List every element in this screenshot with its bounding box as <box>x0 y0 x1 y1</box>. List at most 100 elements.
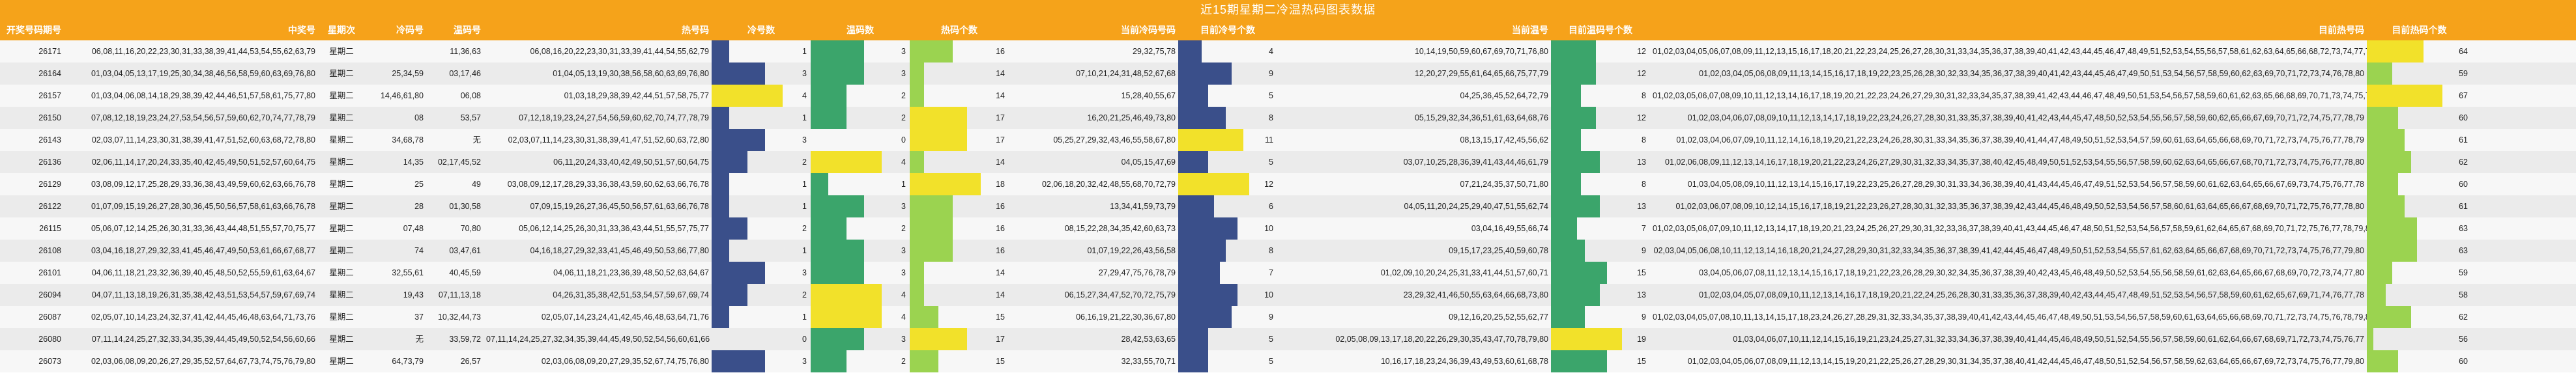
cell-cur-warm: 09,15,17,23,25,40,59,60,78 <box>1449 246 1548 255</box>
cell-warm-nums: 11,36,63 <box>450 47 481 56</box>
bar-cur-cold-count <box>1178 85 1208 107</box>
cell-cur-hot: 02,03,04,05,06,08,10,11,12,13,14,16,18,2… <box>1653 246 2364 255</box>
bar-hot-count <box>910 107 967 129</box>
header-cur-warm-count[interactable]: 目前温码号个数 <box>1569 25 1632 35</box>
bar-value: 19 <box>1637 335 1646 344</box>
cell-cur-hot: 01,02,03,06,07,08,09,10,12,14,15,16,17,1… <box>1675 202 2364 211</box>
cell-hot-nums: 07,12,18,19,23,24,27,54,56,59,60,62,70,7… <box>519 113 709 122</box>
bar-cell-warm-count: 2 <box>811 85 910 107</box>
cell-cur-cold: 07,10,21,24,31,48,52,67,68 <box>1076 69 1176 78</box>
bar-cold-count <box>712 195 729 217</box>
header-warm-count[interactable]: 温码数 <box>847 25 874 35</box>
page-title: 近15期星期二冷温热码图表数据 <box>0 0 2576 20</box>
bar-value: 11 <box>1265 135 1273 145</box>
bar-cell-cur-cold-count: 11 <box>1178 129 1277 151</box>
table-row[interactable]: 26171 06,08,11,16,20,22,23,30,31,33,38,39… <box>0 40 2576 62</box>
bar-cell-cold-count: 3 <box>712 262 811 284</box>
bar-value: 4 <box>1269 47 1273 56</box>
cell-cur-cold: 32,33,55,70,71 <box>1121 357 1176 366</box>
cell-win: 02,06,11,14,17,20,24,33,35,40,42,45,49,5… <box>91 158 315 167</box>
cell-week: 星期二 <box>329 246 354 255</box>
bar-cold-count <box>712 129 765 151</box>
header-cur-hot-count[interactable]: 目前热码个数 <box>2392 25 2447 35</box>
header-cold-count[interactable]: 冷号数 <box>747 25 775 35</box>
bar-value: 3 <box>802 357 807 366</box>
table-row[interactable]: 26150 07,08,12,18,19,23,24,27,53,54,56,57… <box>0 107 2576 129</box>
bar-value: 1 <box>802 180 807 189</box>
bar-cur-warm-count <box>1551 40 1596 62</box>
bar-cell-cur-cold-count: 5 <box>1178 350 1277 372</box>
table-row[interactable]: 26087 02,05,07,10,14,23,24,32,37,41,42,44… <box>0 306 2576 328</box>
cell-win: 05,06,07,12,14,25,26,30,31,33,36,43,44,4… <box>91 224 315 233</box>
cell-cur-hot: 01,02,03,04,06,07,09,10,11,12,14,16,18,1… <box>1676 135 2364 145</box>
bar-cur-hot-count <box>2367 284 2386 306</box>
table-row[interactable]: 26108 03,04,16,18,27,29,32,33,41,45,46,47… <box>0 240 2576 262</box>
bar-value: 9 <box>1269 69 1273 78</box>
bar-cold-count <box>712 107 729 129</box>
cell-cold-nums: 74 <box>414 246 424 255</box>
table-row[interactable]: 26136 02,06,11,14,17,20,24,33,35,40,42,45… <box>0 151 2576 173</box>
bar-cell-cur-cold-count: 8 <box>1178 107 1277 129</box>
cell-cur-warm: 03,07,10,25,28,36,39,41,43,44,46,61,79 <box>1403 158 1548 167</box>
header-warm-nums[interactable]: 温码号 <box>454 25 481 35</box>
cell-warm-nums: 01,30,58 <box>449 202 481 211</box>
cell-cold-nums: 19,43 <box>403 290 424 299</box>
cell-cur-cold: 16,20,21,25,46,49,73,80 <box>1087 113 1176 122</box>
bar-value: 6 <box>1269 202 1273 211</box>
cell-win: 04,06,11,18,21,23,32,36,39,40,45,48,50,5… <box>91 268 315 277</box>
cell-issue: 26080 <box>38 335 61 344</box>
bar-cell-warm-count: 2 <box>811 107 910 129</box>
header-cur-warm[interactable]: 当前温号 <box>1512 25 1548 35</box>
table-row[interactable]: 26157 01,03,04,06,08,14,18,29,38,39,42,44… <box>0 85 2576 107</box>
bar-cur-cold-count <box>1178 350 1208 372</box>
header-cur-cold[interactable]: 当前冷码号码 <box>1121 25 1176 35</box>
table-row[interactable]: 26080 07,11,14,24,25,27,32,33,34,35,39,44… <box>0 328 2576 350</box>
bar-value: 12 <box>1637 69 1646 78</box>
header-win[interactable]: 中奖号 <box>288 25 315 35</box>
cell-win: 02,05,07,10,14,23,24,32,37,41,42,44,45,4… <box>91 312 315 322</box>
bar-value: 3 <box>901 335 906 344</box>
cell-issue: 26171 <box>38 47 61 56</box>
cell-cur-cold: 06,16,19,21,22,30,36,67,80 <box>1076 312 1176 322</box>
cell-week: 星期二 <box>329 202 354 211</box>
bar-cell-cur-hot-count: 63 <box>2367 217 2472 240</box>
table-row[interactable]: 26129 03,08,09,12,17,25,28,29,33,36,38,43… <box>0 173 2576 195</box>
bar-cell-warm-count: 3 <box>811 262 910 284</box>
bar-cell-hot-count: 14 <box>910 284 1009 306</box>
bar-cell-cold-count: 1 <box>712 195 811 217</box>
header-cur-cold-count[interactable]: 目前冷号个数 <box>1200 25 1255 35</box>
bar-cold-count <box>712 173 729 195</box>
cell-cur-warm: 01,02,09,10,20,24,25,31,33,41,44,51,57,6… <box>1380 268 1548 277</box>
bar-value: 67 <box>2459 91 2468 100</box>
header-week[interactable]: 星期次 <box>328 25 355 35</box>
table-row[interactable]: 26073 02,03,06,08,09,20,26,27,29,35,52,57… <box>0 350 2576 372</box>
header-hot-count[interactable]: 热码个数 <box>941 25 977 35</box>
bar-cell-cold-count: 1 <box>712 173 811 195</box>
bar-value: 3 <box>802 268 807 277</box>
table-row[interactable]: 26094 04,07,11,13,18,19,26,31,35,38,42,43… <box>0 284 2576 306</box>
header-issue[interactable]: 开奖号码期号 <box>7 25 61 35</box>
bar-cell-cur-cold-count: 8 <box>1178 240 1277 262</box>
bar-cur-warm-count <box>1551 195 1600 217</box>
cell-cold-nums: 37 <box>414 312 424 322</box>
bar-cur-warm-count <box>1551 350 1607 372</box>
bar-cell-hot-count: 14 <box>910 262 1009 284</box>
bar-hot-count <box>910 40 953 62</box>
bar-cur-hot-count <box>2367 306 2411 328</box>
table-row[interactable]: 26122 01,07,09,15,19,26,27,28,30,36,45,50… <box>0 195 2576 217</box>
bar-cell-cur-hot-count: 56 <box>2367 328 2472 350</box>
cell-cur-hot: 01,02,03,05,06,07,09,10,11,12,13,14,17,1… <box>1653 224 2367 233</box>
cell-cur-warm: 07,21,24,35,37,50,71,80 <box>1460 180 1548 189</box>
header-cur-hot[interactable]: 目前热号码 <box>2319 25 2364 35</box>
bar-value: 14 <box>996 268 1005 277</box>
cell-cur-cold: 08,15,22,28,34,35,42,60,63,73 <box>1064 224 1176 233</box>
bar-value: 60 <box>2459 113 2468 122</box>
header-cold-nums[interactable]: 冷码号 <box>396 25 424 35</box>
table-row[interactable]: 26143 02,03,07,11,14,23,30,31,38,39,41,47… <box>0 129 2576 151</box>
table-row[interactable]: 26101 04,06,11,18,21,23,32,36,39,40,45,48… <box>0 262 2576 284</box>
table-row[interactable]: 26115 05,06,07,12,14,25,26,30,31,33,36,43… <box>0 217 2576 240</box>
bar-cell-hot-count: 17 <box>910 107 1009 129</box>
cell-cur-hot: 03,04,05,06,07,08,11,12,13,14,15,16,17,1… <box>1699 268 2364 277</box>
header-hot-nums[interactable]: 热号码 <box>682 25 709 35</box>
table-row[interactable]: 26164 01,03,04,05,13,17,19,25,30,34,38,46… <box>0 62 2576 85</box>
